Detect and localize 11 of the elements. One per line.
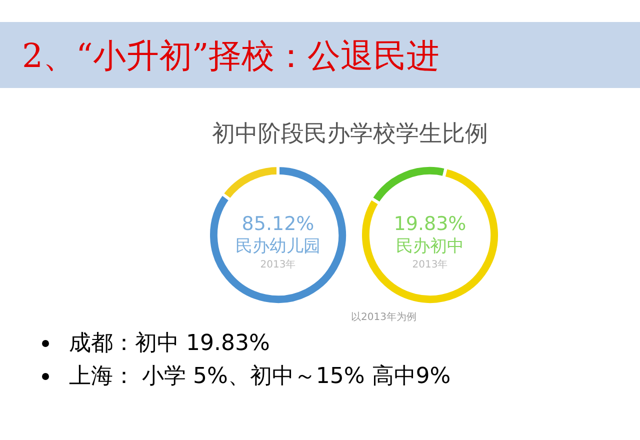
text: 2013年 [260, 258, 296, 271]
chart-subtitle: 初中阶段民办学校学生比例 [212, 120, 488, 149]
text: 成都：初中 19.83% [69, 331, 270, 356]
data-label: 85.12% [242, 212, 314, 235]
data-label: 19.83% [394, 212, 466, 235]
chart-title: 2、“小升初”择校：公退民进 [22, 35, 440, 77]
slice-label: 民办幼儿园 [236, 236, 320, 256]
text: 上海： 小学 5%、初中～15% 高中9% [69, 364, 451, 389]
text: 以2013年为例 [351, 310, 416, 324]
slice-label: 民办初中 [396, 236, 464, 256]
text: 2013年 [412, 258, 448, 271]
